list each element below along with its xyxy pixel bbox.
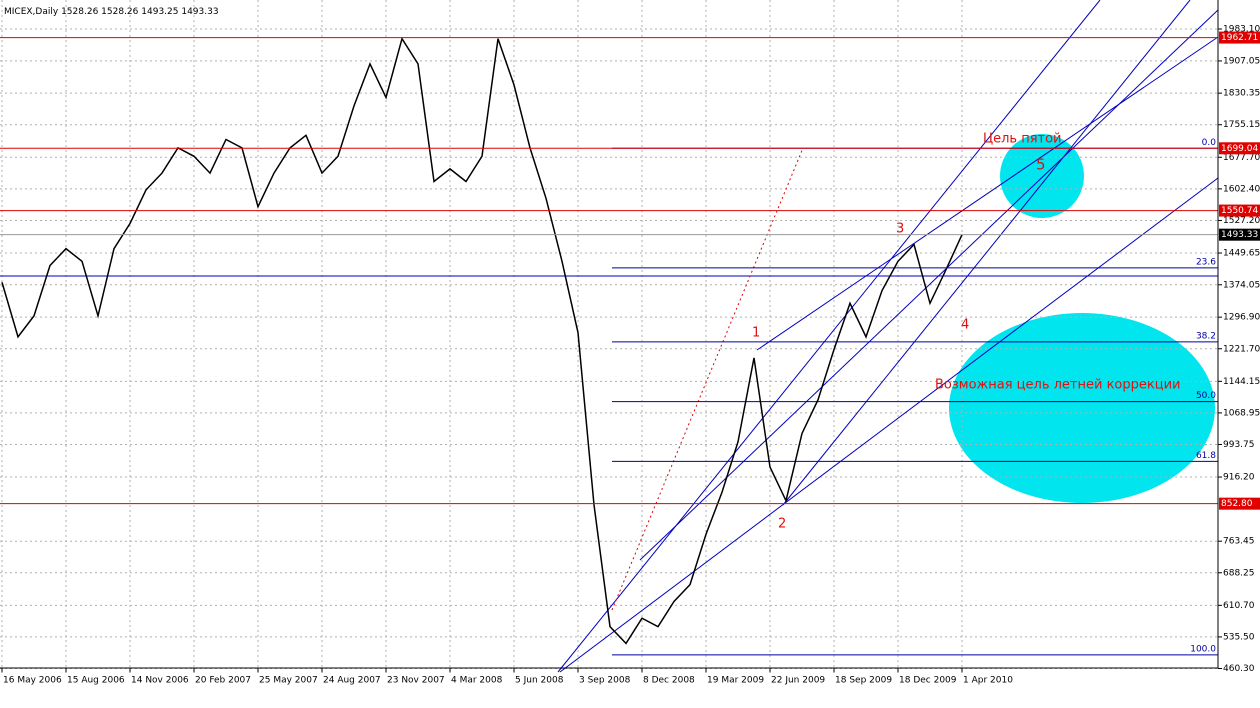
- y-tick-label: 916.20: [1223, 473, 1255, 483]
- y-tick-label: 1983.10: [1223, 25, 1260, 35]
- y-tick-label: 1144.15: [1223, 377, 1260, 387]
- x-tick-label: 1 Apr 2010: [963, 676, 1013, 686]
- x-tick-label: 22 Jun 2009: [771, 676, 825, 686]
- x-tick-label: 24 Aug 2007: [323, 676, 381, 686]
- trend-line: [756, 36, 1219, 351]
- fib-label: 38.2: [1196, 331, 1216, 341]
- level-tag: [1219, 142, 1260, 155]
- x-tick-label: 4 Mar 2008: [451, 676, 503, 686]
- correction-zone: [949, 313, 1215, 503]
- level-tag: [1219, 204, 1260, 217]
- x-tick-label: 14 Nov 2006: [131, 676, 189, 686]
- y-tick-label: 1296.90: [1223, 313, 1260, 323]
- wave-label: 2: [778, 517, 786, 532]
- level-label: 1699.04: [1221, 144, 1258, 154]
- y-tick-label: 1907.05: [1223, 56, 1260, 66]
- level-tag: [1219, 31, 1260, 44]
- wave-label: 4: [961, 318, 969, 333]
- level-label: 852.80: [1221, 499, 1253, 509]
- y-tick-label: 993.75: [1223, 440, 1255, 450]
- header: MICEX,Daily 1528.26 1528.26 1493.25 1493…: [4, 7, 219, 17]
- trend-lines: [0, 0, 1219, 673]
- y-tick-label: 688.25: [1223, 568, 1255, 578]
- x-tick-label: 23 Nov 2007: [387, 676, 445, 686]
- y-tick-label: 763.45: [1223, 537, 1255, 547]
- price-line: [1, 36, 963, 645]
- x-tick-label: 15 Aug 2006: [67, 676, 125, 686]
- y-tick-label: 1068.95: [1223, 408, 1260, 418]
- y-tick-label: 1527.20: [1223, 216, 1260, 226]
- y-tick-label: 1221.70: [1223, 344, 1260, 354]
- y-tick-label: 535.50: [1223, 632, 1255, 642]
- plot: 0.0 23.6 38.2 50.0 61.8 100.0: [0, 36, 1218, 656]
- price-tag: [1219, 228, 1260, 241]
- trend-line: [782, 0, 1191, 506]
- annotation: Цель пятой: [983, 132, 1062, 147]
- fib-label: 0.0: [1202, 138, 1217, 148]
- y-tick-label: 1374.05: [1223, 280, 1260, 290]
- x-tick-label: 18 Dec 2009: [899, 676, 957, 686]
- y-tick-label: 1677.70: [1223, 153, 1260, 163]
- fib-label: 50.0: [1196, 391, 1216, 401]
- y-tick-label: 460.30: [1223, 664, 1255, 674]
- close: 1493.33: [181, 7, 218, 17]
- x-tick-label: 20 Feb 2007: [195, 676, 251, 686]
- low: 1493.25: [141, 7, 178, 17]
- level-tag: [1219, 497, 1260, 510]
- y-tick-label: 610.70: [1223, 601, 1255, 611]
- x-tick-label: 5 Jun 2008: [515, 676, 564, 686]
- symbol: MICEX,Daily: [4, 7, 59, 17]
- x-tick-label: 25 May 2007: [259, 676, 318, 686]
- wave-label: 1: [752, 326, 760, 341]
- x-tick-label: 19 Mar 2009: [707, 676, 764, 686]
- y-tick-label: 1755.15: [1223, 120, 1260, 130]
- trend-line: [559, 177, 1219, 673]
- x-tick-label: 8 Dec 2008: [643, 676, 695, 686]
- fib-label: 61.8: [1196, 451, 1216, 461]
- fib-label: 100.0: [1190, 644, 1216, 654]
- trend-line: [639, 9, 1219, 561]
- level-label: 1962.71: [1221, 33, 1258, 43]
- y-tick-label: 1449.65: [1223, 249, 1260, 259]
- y-tick-label: 1830.35: [1223, 89, 1260, 99]
- price-label: 1493.33: [1221, 230, 1258, 240]
- level-label: 1550.74: [1221, 206, 1258, 216]
- projection-line: [611, 147, 804, 611]
- annotation: Возможная цель летней коррекции: [935, 378, 1181, 393]
- wave-label: 5: [1036, 156, 1046, 174]
- y-tick-label: 1602.40: [1223, 184, 1260, 194]
- open: 1528.26: [61, 7, 98, 17]
- fib-label: 23.6: [1196, 257, 1216, 267]
- x-tick-label: 3 Sep 2008: [579, 676, 631, 686]
- x-tick-label: 16 May 2006: [3, 676, 62, 686]
- wave-label: 3: [896, 222, 904, 237]
- trend-line: [557, 0, 1101, 673]
- high: 1528.26: [101, 7, 138, 17]
- x-tick-label: 18 Sep 2009: [835, 676, 892, 686]
